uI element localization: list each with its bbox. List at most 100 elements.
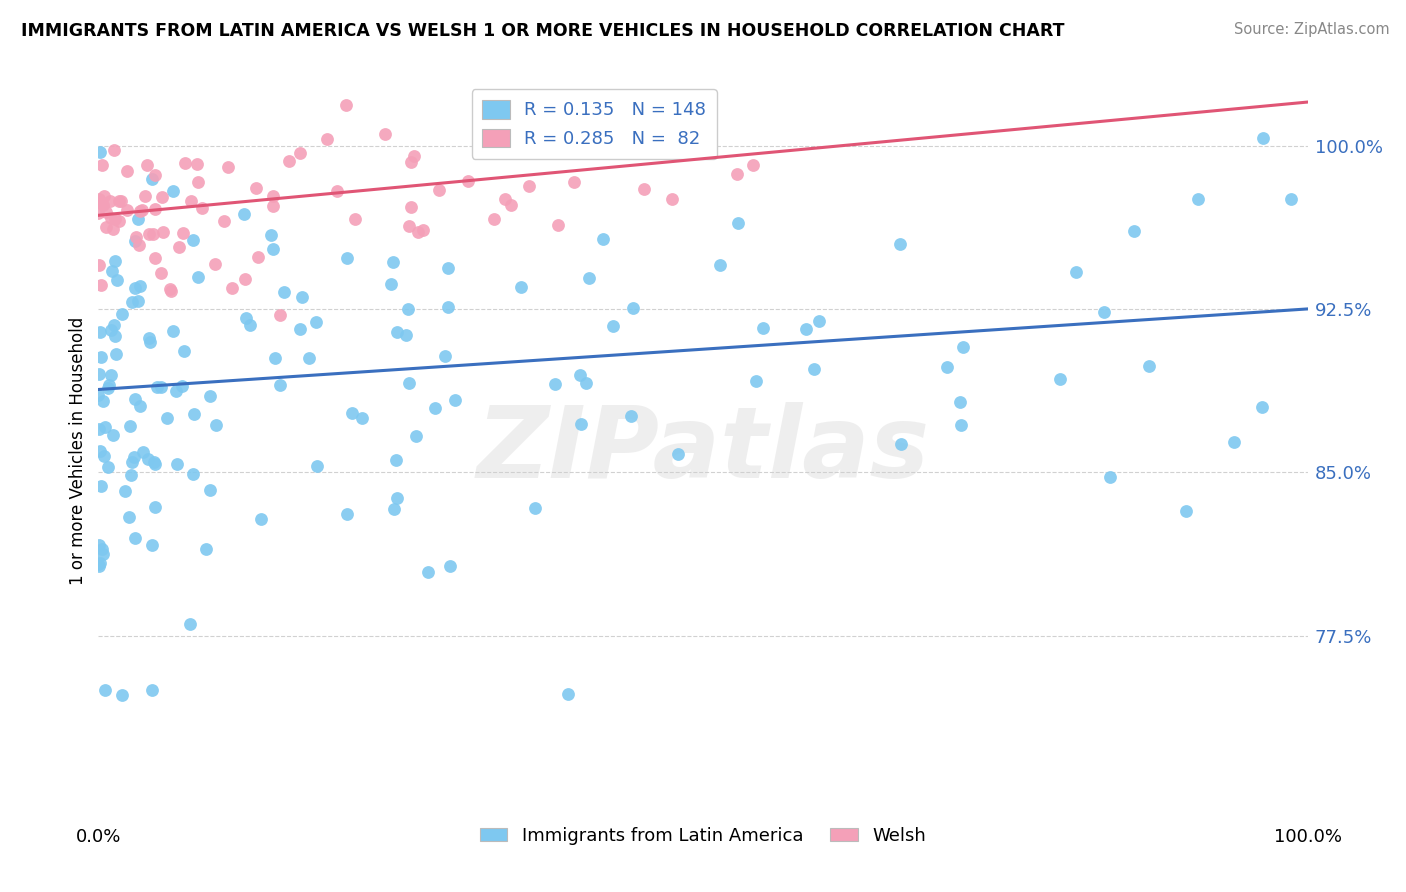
- Point: [949, 395, 972, 409]
- Point: [233, 207, 256, 221]
- Point: [1223, 435, 1246, 450]
- Point: [121, 454, 143, 468]
- Point: [412, 223, 434, 237]
- Point: [166, 458, 188, 472]
- Point: [524, 500, 547, 515]
- Point: [150, 380, 173, 394]
- Point: [104, 347, 127, 361]
- Text: IMMIGRANTS FROM LATIN AMERICA VS WELSH 1 OR MORE VEHICLES IN HOUSEHOLD CORRELATI: IMMIGRANTS FROM LATIN AMERICA VS WELSH 1…: [21, 22, 1064, 40]
- Point: [128, 238, 150, 252]
- Point: [160, 284, 183, 298]
- Point: [547, 218, 569, 232]
- Point: [260, 227, 283, 242]
- Y-axis label: 1 or more Vehicles in Household: 1 or more Vehicles in Household: [69, 317, 87, 584]
- Point: [103, 144, 125, 158]
- Point: [689, 146, 711, 161]
- Point: [273, 285, 295, 299]
- Point: [120, 418, 142, 433]
- Point: [264, 351, 287, 366]
- Point: [91, 394, 114, 409]
- Point: [143, 168, 166, 182]
- Point: [336, 508, 359, 522]
- Point: [143, 455, 166, 469]
- Point: [124, 235, 146, 249]
- Point: [89, 443, 111, 458]
- Text: ZIPatlas: ZIPatlas: [477, 402, 929, 499]
- Point: [298, 351, 321, 365]
- Point: [162, 324, 184, 338]
- Point: [90, 278, 112, 293]
- Point: [499, 198, 522, 212]
- Point: [1049, 372, 1071, 386]
- Point: [145, 251, 167, 265]
- Point: [136, 451, 159, 466]
- Point: [141, 172, 163, 186]
- Point: [190, 202, 212, 216]
- Point: [94, 204, 117, 219]
- Point: [127, 294, 149, 309]
- Point: [437, 260, 460, 275]
- Point: [1066, 265, 1088, 279]
- Point: [247, 250, 270, 264]
- Point: [131, 445, 153, 459]
- Point: [457, 174, 479, 188]
- Point: [156, 411, 179, 425]
- Point: [89, 326, 111, 340]
- Point: [115, 202, 138, 217]
- Point: [94, 219, 117, 234]
- Point: [111, 306, 134, 320]
- Point: [100, 211, 122, 226]
- Point: [87, 422, 110, 436]
- Point: [159, 282, 181, 296]
- Point: [262, 242, 284, 256]
- Point: [336, 251, 359, 265]
- Point: [1174, 504, 1197, 518]
- Point: [118, 510, 141, 524]
- Point: [90, 542, 112, 557]
- Point: [335, 97, 357, 112]
- Point: [1187, 192, 1209, 206]
- Point: [87, 206, 110, 220]
- Point: [233, 272, 256, 286]
- Point: [173, 344, 195, 359]
- Point: [394, 328, 416, 343]
- Point: [198, 483, 221, 497]
- Point: [87, 258, 110, 272]
- Point: [89, 556, 111, 570]
- Point: [152, 225, 174, 239]
- Point: [439, 559, 461, 574]
- Point: [94, 682, 117, 697]
- Point: [194, 541, 217, 556]
- Point: [952, 340, 974, 354]
- Point: [170, 378, 193, 392]
- Point: [183, 408, 205, 422]
- Point: [482, 212, 505, 227]
- Point: [291, 290, 314, 304]
- Point: [405, 429, 427, 443]
- Point: [98, 194, 121, 209]
- Point: [138, 331, 160, 345]
- Point: [401, 154, 423, 169]
- Point: [352, 410, 374, 425]
- Point: [150, 189, 173, 203]
- Point: [408, 225, 430, 239]
- Point: [121, 294, 143, 309]
- Point: [1098, 470, 1121, 484]
- Point: [87, 538, 110, 552]
- Point: [183, 467, 205, 481]
- Point: [127, 211, 149, 226]
- Point: [396, 302, 419, 317]
- Point: [239, 318, 262, 333]
- Point: [398, 376, 420, 390]
- Point: [172, 226, 194, 240]
- Point: [122, 450, 145, 464]
- Point: [399, 200, 422, 214]
- Point: [1279, 192, 1302, 206]
- Point: [621, 301, 644, 315]
- Point: [1092, 305, 1115, 319]
- Point: [544, 377, 567, 392]
- Point: [124, 392, 146, 406]
- Point: [380, 277, 402, 292]
- Point: [100, 323, 122, 337]
- Point: [578, 271, 600, 285]
